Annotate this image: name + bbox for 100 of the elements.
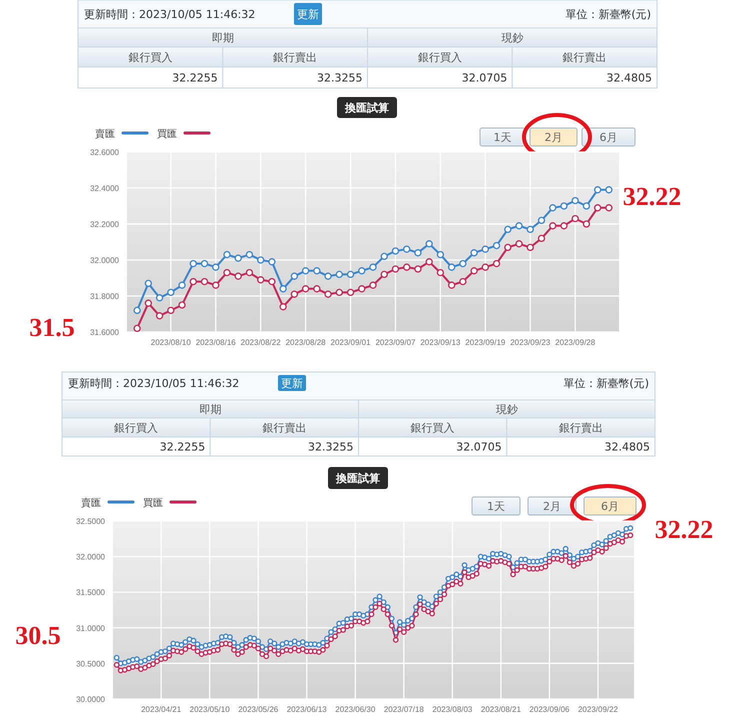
point (426, 240, 433, 248)
point (582, 202, 590, 210)
point (279, 303, 287, 310)
y-tick-label: 31.5000 (76, 588, 106, 598)
point (279, 285, 287, 292)
point (504, 226, 512, 234)
text: 銀行買入 (114, 422, 158, 434)
point (358, 267, 366, 274)
x-tick-label: 2023/07/18 (384, 705, 424, 714)
point (190, 278, 197, 286)
point (268, 258, 276, 266)
point (414, 249, 422, 256)
point (178, 301, 186, 309)
point (257, 256, 264, 264)
point (336, 288, 343, 296)
text: 32.22 (622, 182, 682, 211)
x-tick-label: 2023/09/28 (555, 338, 596, 347)
point (436, 250, 444, 258)
point (538, 234, 546, 242)
point (212, 264, 220, 271)
text: 32.0705 (456, 440, 502, 454)
point (504, 244, 512, 252)
point (515, 222, 523, 230)
x-tick-label: 2023/09/06 (529, 705, 570, 714)
point (572, 196, 579, 204)
point (200, 260, 208, 268)
point (133, 306, 141, 314)
x-tick-label: 2023/09/19 (465, 338, 506, 347)
point (167, 306, 174, 314)
point (572, 214, 579, 222)
y-tick-label: 32.5000 (76, 517, 106, 526)
point (313, 267, 320, 274)
point (346, 288, 354, 296)
text: 32.3255 (308, 440, 354, 454)
x-tick-label: 2023/09/01 (330, 338, 372, 347)
legend-label: 賣匯 (95, 128, 115, 140)
legend-label: 賣匯 (81, 497, 101, 509)
point (482, 246, 489, 253)
point (492, 242, 500, 250)
text: 更新 (297, 8, 319, 21)
legend-label: 買匯 (143, 498, 163, 509)
text: 現鈔 (501, 32, 524, 44)
text: 32.2255 (160, 440, 206, 454)
point (403, 264, 410, 271)
point (223, 268, 231, 276)
text: 銀行賣出 (262, 422, 306, 434)
point (594, 204, 602, 212)
x-tick-label: 2023/06/13 (286, 705, 328, 714)
x-tick-label: 2023/08/21 (480, 705, 522, 714)
point (560, 222, 568, 230)
x-tick-label: 2023/09/23 (510, 338, 551, 347)
text: 32.0705 (462, 72, 508, 84)
text: 換匯試算 (335, 472, 380, 485)
text: 32.3255 (317, 72, 362, 84)
point (257, 276, 264, 284)
point (190, 260, 197, 268)
point (392, 265, 400, 273)
point (324, 290, 332, 298)
text: 銀行買入 (418, 51, 462, 64)
x-tick-label: 2023/08/22 (240, 338, 282, 347)
text: 換匯試算 (344, 102, 389, 114)
legend-label: 買匯 (157, 129, 177, 140)
text: 32.22 (654, 515, 714, 544)
y-tick-label: 32.2000 (90, 220, 120, 229)
text: 6月 (600, 131, 618, 144)
x-tick-label: 2023/06/30 (335, 705, 376, 714)
x-tick-label: 2023/05/10 (190, 705, 230, 714)
point (470, 249, 478, 256)
point (369, 282, 377, 289)
text: 30.5 (15, 621, 61, 650)
point (414, 265, 422, 273)
point (549, 204, 556, 212)
point (156, 312, 164, 320)
text: 單位：新臺幣(元) (563, 377, 649, 390)
text: 31.5 (29, 313, 75, 342)
y-tick-label: 32.4000 (90, 184, 120, 193)
point (313, 285, 320, 292)
point (380, 252, 388, 260)
point (560, 202, 568, 210)
text: 2月 (544, 131, 562, 144)
point (526, 226, 534, 234)
point (549, 222, 556, 230)
text: 銀行買入 (410, 422, 455, 434)
y-tick-label: 31.6000 (90, 328, 120, 337)
point (526, 244, 534, 252)
point (380, 270, 388, 278)
text: 即期 (199, 403, 222, 416)
point (448, 264, 456, 271)
point (290, 290, 298, 298)
point (515, 240, 523, 248)
point (302, 267, 310, 274)
point (200, 278, 208, 286)
text: 更新時間：2023/10/05 11:46:32 (84, 8, 256, 21)
point (369, 264, 377, 271)
text: 現鈔 (496, 403, 518, 416)
text: 即期 (212, 32, 234, 44)
point (426, 258, 433, 266)
point (324, 272, 332, 280)
text: 32.4805 (606, 72, 652, 84)
point (346, 270, 354, 278)
